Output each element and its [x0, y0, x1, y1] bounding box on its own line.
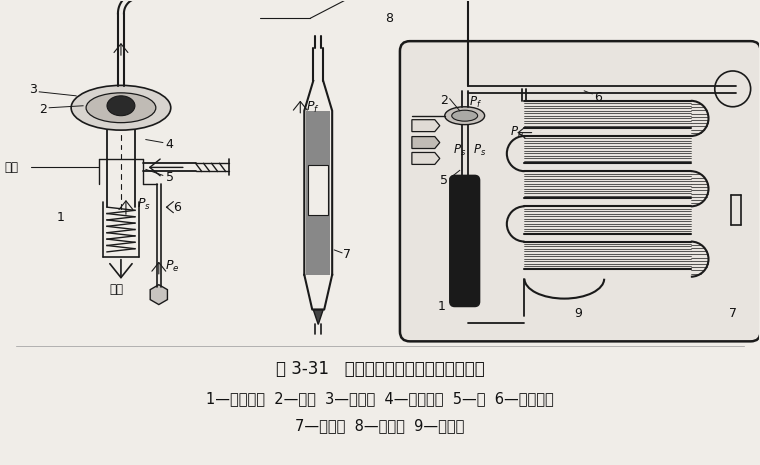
- Text: $P_s$: $P_s$: [473, 143, 486, 158]
- Text: $P_s$: $P_s$: [453, 143, 466, 158]
- Text: $P_e$: $P_e$: [509, 125, 524, 140]
- Text: 7: 7: [343, 248, 351, 261]
- Text: 5: 5: [440, 174, 448, 187]
- FancyBboxPatch shape: [450, 175, 480, 306]
- Text: 5: 5: [166, 171, 174, 184]
- Text: $P_e$: $P_e$: [165, 259, 179, 274]
- Bar: [306, 111, 330, 275]
- Text: 1: 1: [56, 211, 64, 224]
- Polygon shape: [412, 137, 440, 148]
- Text: $P_f$: $P_f$: [469, 95, 482, 110]
- Text: 6: 6: [594, 91, 602, 104]
- Ellipse shape: [445, 107, 485, 125]
- Polygon shape: [313, 310, 323, 325]
- Text: 8: 8: [385, 12, 393, 25]
- Text: 1: 1: [438, 300, 445, 313]
- Text: 进口: 进口: [5, 161, 18, 174]
- Text: 出口: 出口: [109, 283, 123, 296]
- Text: 图 3-31   外平衡式热力膨胀阀的工作原理: 图 3-31 外平衡式热力膨胀阀的工作原理: [276, 360, 484, 378]
- Polygon shape: [412, 153, 440, 165]
- Ellipse shape: [107, 96, 135, 116]
- Text: 1—压力弹簧  2—膜片  3—膜片室  4—均衡管路  5—阀  6—外平衡管: 1—压力弹簧 2—膜片 3—膜片室 4—均衡管路 5—阀 6—外平衡管: [206, 392, 554, 406]
- Ellipse shape: [71, 86, 171, 130]
- Text: 6: 6: [173, 201, 181, 213]
- Bar: [309, 166, 328, 215]
- Text: 7: 7: [729, 307, 736, 320]
- Text: 2: 2: [440, 94, 448, 107]
- Ellipse shape: [451, 110, 477, 121]
- FancyBboxPatch shape: [400, 41, 760, 341]
- Text: 2: 2: [40, 103, 47, 116]
- Text: 7—热敏管  8—毛细管  9—蒸发器: 7—热敏管 8—毛细管 9—蒸发器: [296, 418, 464, 433]
- Polygon shape: [150, 285, 167, 305]
- Ellipse shape: [86, 93, 156, 123]
- Polygon shape: [412, 120, 440, 132]
- Text: 3: 3: [30, 83, 37, 96]
- Text: 9: 9: [575, 307, 582, 320]
- Text: $P_f$: $P_f$: [306, 100, 320, 115]
- Text: $P_s$: $P_s$: [137, 197, 150, 212]
- Text: 4: 4: [166, 138, 174, 151]
